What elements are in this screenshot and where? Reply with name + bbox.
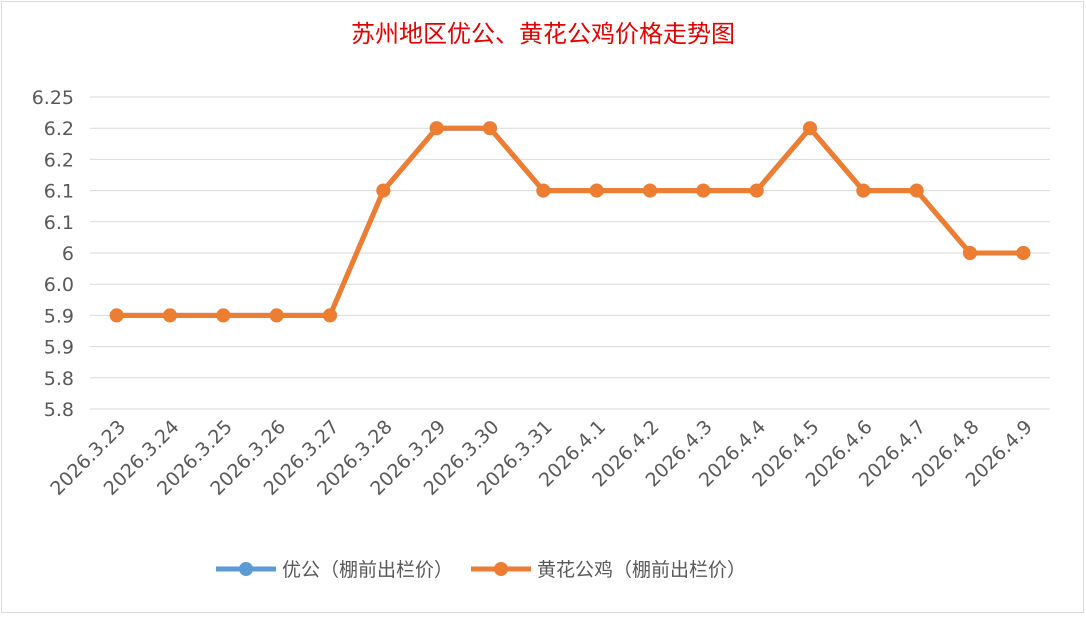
data-point xyxy=(269,308,284,323)
y-tick-label: 6.2 xyxy=(44,118,74,140)
data-point xyxy=(696,183,711,198)
y-tick-label: 5.8 xyxy=(44,399,74,421)
y-tick-label: 5.9 xyxy=(44,305,74,327)
data-point xyxy=(589,183,604,198)
data-point xyxy=(909,183,924,198)
data-point xyxy=(643,183,657,198)
legend-label: 优公（棚前出栏价） xyxy=(282,559,453,581)
y-tick-label: 6.1 xyxy=(44,212,74,234)
series-line xyxy=(116,125,1024,318)
y-tick-label: 5.9 xyxy=(44,337,74,359)
legend-marker xyxy=(239,562,253,576)
data-point xyxy=(163,308,177,323)
y-tick-label: 6.25 xyxy=(32,87,74,109)
y-tick-label: 6.2 xyxy=(44,149,74,171)
data-point xyxy=(216,308,231,323)
y-tick-label: 6.1 xyxy=(44,181,74,203)
data-point xyxy=(109,308,124,323)
data-point xyxy=(856,183,871,198)
data-point xyxy=(323,308,337,323)
y-tick-label: 6 xyxy=(62,243,74,265)
data-point xyxy=(963,246,977,260)
data-point xyxy=(536,183,551,198)
y-tick-label: 6.0 xyxy=(44,274,74,296)
legend-marker xyxy=(494,562,509,576)
data-point xyxy=(803,121,817,136)
chart-title: 苏州地区优公、黄花公鸡价格走势图 xyxy=(351,20,735,48)
data-point xyxy=(483,121,497,136)
data-point xyxy=(429,121,444,136)
data-point xyxy=(376,183,391,198)
data-point xyxy=(1016,246,1031,260)
legend-label: 黄花公鸡（棚前出栏价） xyxy=(537,559,746,581)
y-tick-label: 5.8 xyxy=(44,368,74,390)
data-point xyxy=(749,183,764,198)
